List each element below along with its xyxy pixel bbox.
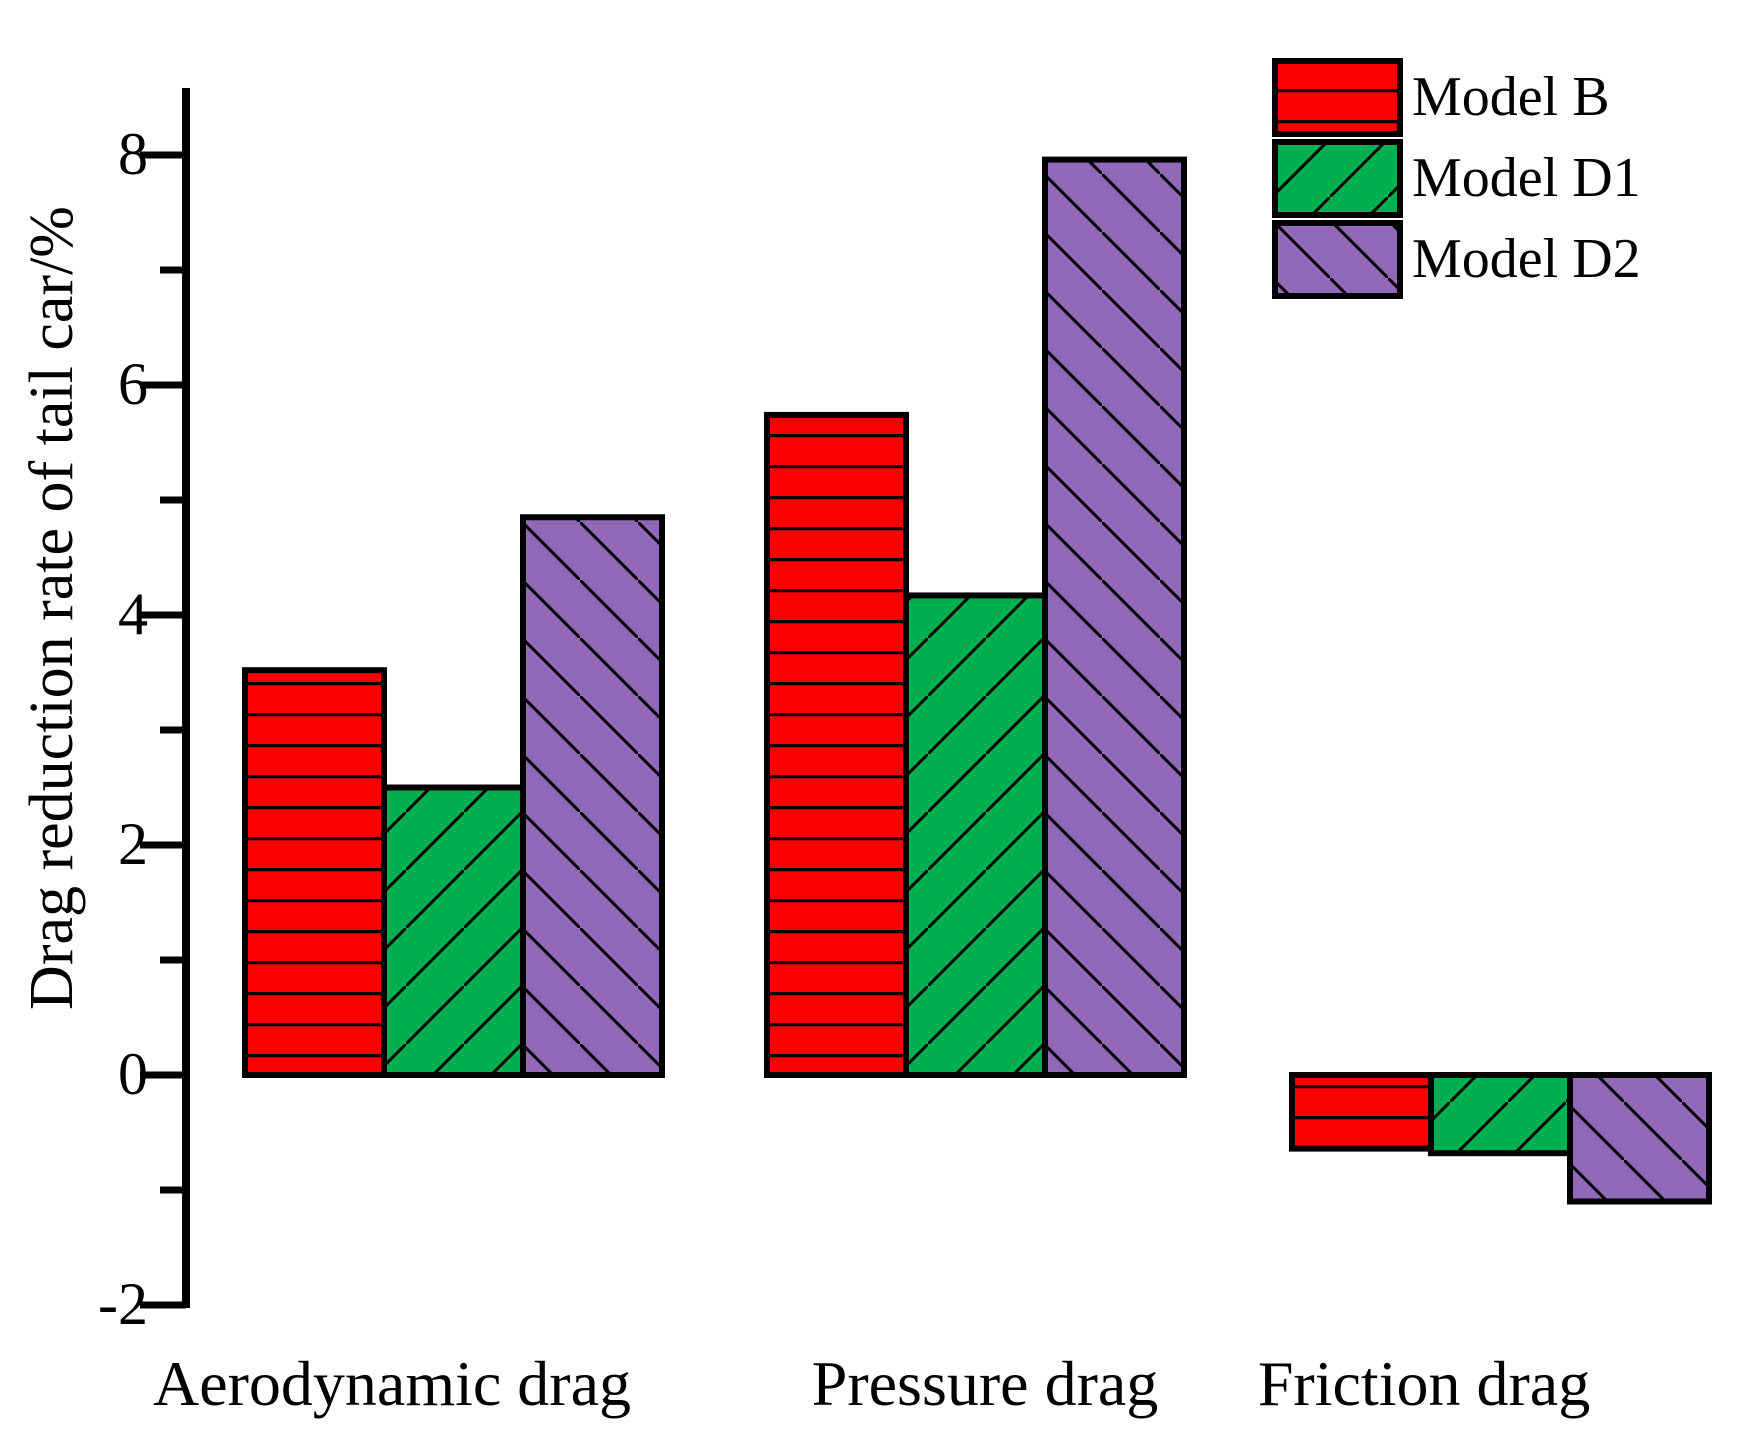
y-tick-label--2: -2 — [98, 1270, 148, 1337]
x-category-label-pressure-drag: Pressure drag — [811, 1348, 1159, 1419]
bar-pressure-drag-model-d2 — [1042, 156, 1187, 1079]
bar-pressure-drag-model-d1 — [903, 592, 1048, 1078]
legend-label-model-d2: Model D2 — [1412, 227, 1641, 290]
y-tick-label-6: 6 — [118, 350, 148, 417]
legend-swatch-model-d2 — [1272, 220, 1403, 299]
bar-friction-drag-model-d2 — [1567, 1072, 1712, 1205]
y-tick-label-4: 4 — [118, 580, 148, 647]
bar-friction-drag-model-d1 — [1428, 1072, 1573, 1157]
legend-swatch-model-d1 — [1272, 139, 1403, 218]
legend-item-model-d1 — [1272, 139, 1403, 223]
y-tick-label-2: 2 — [118, 810, 148, 877]
bar-aerodynamic-drag-model-d2 — [520, 514, 665, 1078]
bar-aerodynamic-drag-model-b — [242, 667, 387, 1078]
legend-label-model-b: Model B — [1412, 65, 1610, 128]
legend-item-model-b — [1272, 58, 1403, 142]
x-category-label-friction-drag: Friction drag — [1257, 1348, 1591, 1419]
y-tick-label-0: 0 — [118, 1040, 148, 1107]
bar-pressure-drag-model-b — [764, 411, 909, 1078]
x-category-label-aerodynamic-drag: Aerodynamic drag — [152, 1348, 632, 1419]
bar-aerodynamic-drag-model-d1 — [381, 784, 526, 1078]
y-axis-title: Drag reduction rate of tail car/% — [18, 206, 86, 1010]
bar-friction-drag-model-b — [1289, 1072, 1434, 1152]
legend-swatch-model-b — [1272, 58, 1403, 137]
y-tick-label-8: 8 — [118, 120, 148, 187]
legend-item-model-d2 — [1272, 220, 1403, 304]
legend-label-model-d1: Model D1 — [1412, 146, 1641, 209]
